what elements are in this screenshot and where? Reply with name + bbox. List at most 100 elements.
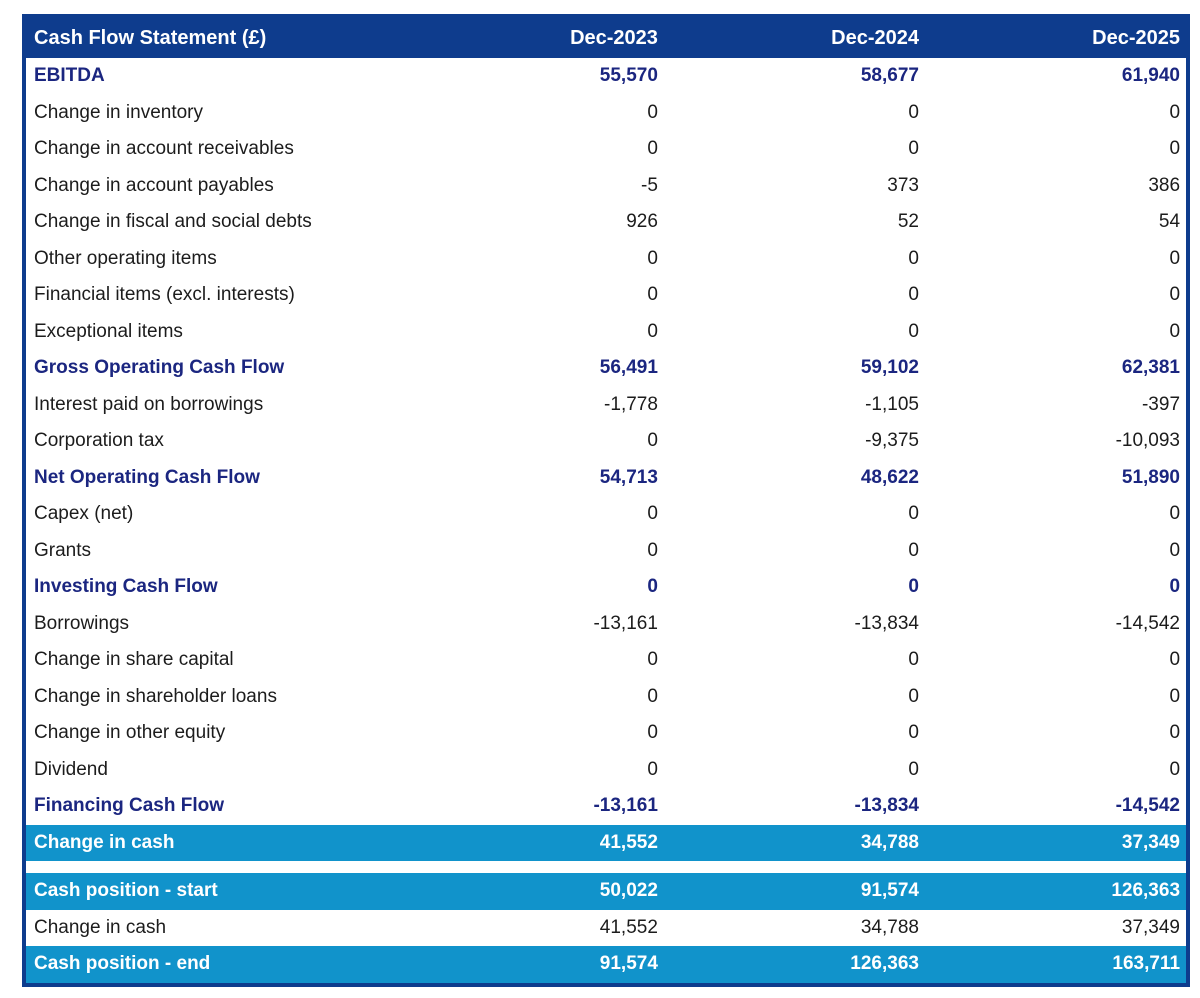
row-value-dec-2025: 0 [1169, 722, 1181, 744]
row-value-dec-2024: -9,375 [865, 430, 919, 452]
row-value-dec-2025: 37,349 [1121, 831, 1181, 853]
row-value-dec-2025: 0 [1169, 685, 1181, 707]
row-label: Change in inventory [34, 101, 203, 123]
row-label: Change in share capital [34, 649, 234, 671]
section-spacer [26, 861, 1186, 873]
row-value-dec-2024: 0 [908, 320, 919, 342]
row-value-dec-2023: 56,491 [599, 357, 658, 379]
cash-flow-statement-table: Cash Flow Statement (£) Dec-2023 Dec-202… [22, 14, 1190, 987]
row-value-dec-2025: 0 [1169, 503, 1181, 525]
row-value-dec-2024: 0 [908, 503, 919, 525]
table-row: Change in share capital 0 0 0 [26, 642, 1186, 679]
table-row: Change in cash 41,552 34,788 37,349 [26, 909, 1186, 946]
row-value-dec-2024: 0 [908, 576, 919, 598]
table-title: Cash Flow Statement (£) [34, 26, 267, 49]
row-value-dec-2025: 37,349 [1121, 916, 1181, 938]
table-row: Cash position - end 91,574 126,363 163,7… [26, 946, 1186, 983]
row-label: Other operating items [34, 247, 217, 269]
column-header-dec-2025: Dec-2025 [1092, 26, 1181, 49]
row-label: Financing Cash Flow [34, 795, 225, 817]
row-value-dec-2024: 0 [908, 539, 919, 561]
table-row: EBITDA 55,570 58,677 61,940 [26, 58, 1186, 95]
row-value-dec-2023: 0 [647, 576, 658, 598]
row-value-dec-2025: -10,093 [1115, 430, 1181, 452]
row-value-dec-2023: 91,574 [599, 953, 658, 975]
row-value-dec-2023: 54,713 [599, 466, 658, 488]
row-value-dec-2024: 34,788 [860, 916, 919, 938]
row-value-dec-2024: 0 [908, 138, 919, 160]
row-value-dec-2025: 386 [1148, 174, 1181, 196]
row-value-dec-2024: 0 [908, 685, 919, 707]
row-value-dec-2024: 0 [908, 758, 919, 780]
table-row: Borrowings -13,161 -13,834 -14,542 [26, 605, 1186, 642]
row-value-dec-2023: 0 [647, 101, 658, 123]
row-label: EBITDA [34, 65, 105, 87]
row-value-dec-2025: 0 [1169, 576, 1181, 598]
row-label: Change in account receivables [34, 138, 294, 160]
row-value-dec-2024: -13,834 [854, 612, 919, 634]
table-row: Corporation tax 0 -9,375 -10,093 [26, 423, 1186, 460]
table-row: Grants 0 0 0 [26, 532, 1186, 569]
row-value-dec-2025: 0 [1169, 284, 1181, 306]
row-label: Change in cash [34, 831, 175, 853]
table-row: Exceptional items 0 0 0 [26, 313, 1186, 350]
table-row: Interest paid on borrowings -1,778 -1,10… [26, 386, 1186, 423]
row-value-dec-2023: -5 [641, 174, 658, 196]
row-value-dec-2024: -13,834 [854, 795, 919, 817]
table-row: Gross Operating Cash Flow 56,491 59,102 … [26, 350, 1186, 387]
row-label: Financial items (excl. interests) [34, 284, 295, 306]
row-value-dec-2024: 0 [908, 247, 919, 269]
row-label: Change in other equity [34, 722, 226, 744]
row-value-dec-2024: 373 [887, 174, 919, 196]
row-value-dec-2024: 91,574 [860, 880, 919, 902]
row-label: Cash position - start [34, 880, 218, 902]
row-value-dec-2025: -397 [1141, 393, 1181, 415]
row-value-dec-2025: 0 [1169, 138, 1181, 160]
row-label: Borrowings [34, 612, 130, 634]
row-label: Change in cash [34, 916, 167, 938]
row-label: Change in shareholder loans [34, 685, 277, 707]
row-value-dec-2023: 0 [647, 320, 658, 342]
table-row: Change in account payables -5 373 386 [26, 167, 1186, 204]
table-row: Net Operating Cash Flow 54,713 48,622 51… [26, 459, 1186, 496]
row-value-dec-2025: -14,542 [1115, 795, 1181, 817]
row-value-dec-2024: 0 [908, 284, 919, 306]
table-row: Other operating items 0 0 0 [26, 240, 1186, 277]
column-header-dec-2024: Dec-2024 [831, 26, 919, 49]
row-value-dec-2025: 51,890 [1121, 466, 1181, 488]
row-value-dec-2025: 0 [1169, 247, 1181, 269]
row-value-dec-2023: 41,552 [599, 916, 658, 938]
row-value-dec-2023: 41,552 [599, 831, 658, 853]
row-value-dec-2024: 52 [897, 211, 919, 233]
table-row: Capex (net) 0 0 0 [26, 496, 1186, 533]
table-row: Dividend 0 0 0 [26, 751, 1186, 788]
row-value-dec-2023: -13,161 [593, 612, 658, 634]
row-label: Dividend [34, 758, 108, 780]
table-row: Cash position - start 50,022 91,574 126,… [26, 873, 1186, 910]
row-value-dec-2023: 0 [647, 649, 658, 671]
row-label: Interest paid on borrowings [34, 393, 264, 415]
table-row: Change in inventory 0 0 0 [26, 94, 1186, 131]
row-value-dec-2023: 0 [647, 247, 658, 269]
row-value-dec-2025: 62,381 [1121, 357, 1181, 379]
table-row: Financial items (excl. interests) 0 0 0 [26, 277, 1186, 314]
row-value-dec-2023: 0 [647, 284, 658, 306]
row-value-dec-2023: 0 [647, 138, 658, 160]
row-label: Grants [34, 539, 92, 561]
row-value-dec-2024: 48,622 [860, 466, 919, 488]
row-value-dec-2023: 0 [647, 539, 658, 561]
table-row: Change in shareholder loans 0 0 0 [26, 678, 1186, 715]
table-row: Investing Cash Flow 0 0 0 [26, 569, 1186, 606]
row-value-dec-2024: 34,788 [860, 831, 919, 853]
row-label: Change in account payables [34, 174, 274, 196]
row-value-dec-2025: 0 [1169, 758, 1181, 780]
row-value-dec-2025: 163,711 [1112, 953, 1181, 975]
row-value-dec-2024: 126,363 [850, 953, 919, 975]
row-value-dec-2024: 0 [908, 649, 919, 671]
row-label: Exceptional items [34, 320, 183, 342]
table-row: Financing Cash Flow -13,161 -13,834 -14,… [26, 788, 1186, 825]
row-value-dec-2023: -1,778 [604, 393, 658, 415]
row-value-dec-2023: 50,022 [599, 880, 658, 902]
row-value-dec-2023: 926 [626, 211, 658, 233]
